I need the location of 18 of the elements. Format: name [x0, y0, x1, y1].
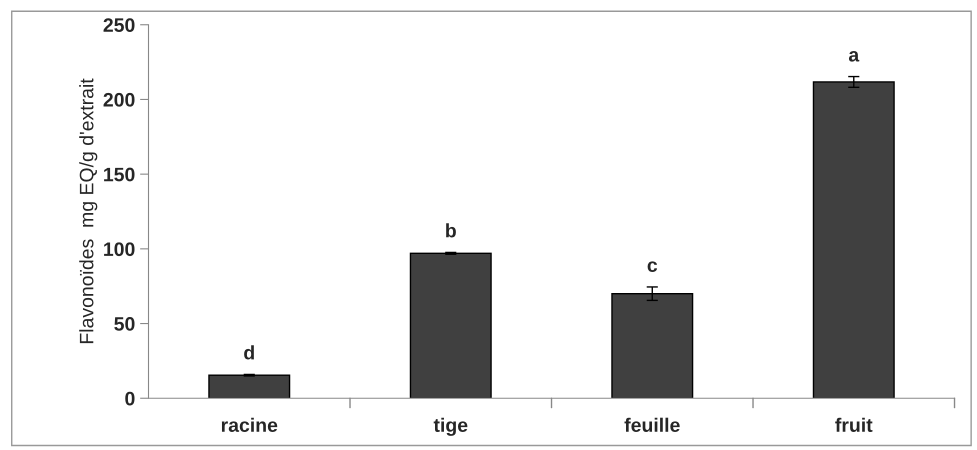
x-tick-label: tige — [434, 418, 468, 436]
y-tick-label: 250 — [104, 18, 135, 32]
y-tick-label: 200 — [104, 92, 135, 107]
y-tick-label: 50 — [114, 317, 135, 331]
y-tick-label: 0 — [125, 392, 135, 406]
annotation: a — [848, 50, 860, 62]
y-tick-label: 100 — [104, 242, 135, 256]
y-axis-title: Flavonoïdes mg EQ/g d'extrait — [79, 78, 98, 344]
bar — [208, 374, 290, 398]
y-tick-label: 150 — [104, 168, 135, 182]
annotation: d — [244, 345, 254, 360]
x-tick-label: racine — [222, 418, 278, 432]
bar — [812, 81, 895, 398]
annotation: b — [446, 223, 456, 238]
bar — [410, 252, 492, 398]
x-tick-label: fruit — [835, 418, 872, 432]
x-tick-label: feuille — [624, 418, 680, 432]
annotation: c — [648, 261, 658, 272]
